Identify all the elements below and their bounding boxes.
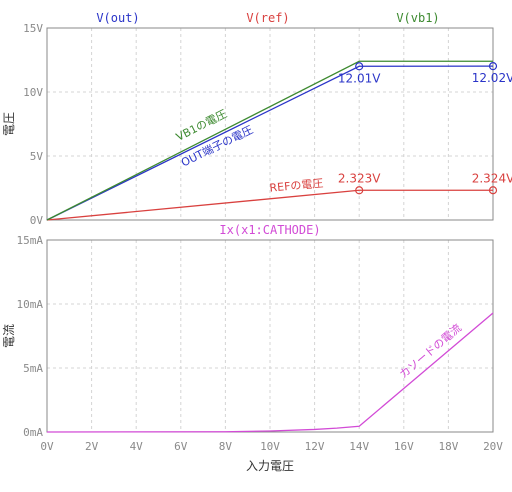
x-tick-label: 20V	[483, 440, 503, 453]
y-tick-label: 0mA	[23, 426, 43, 439]
grid	[46, 239, 494, 433]
series-line-vb1	[46, 60, 493, 221]
series-line-ix	[46, 312, 494, 433]
marker-label: 2.324V	[472, 171, 512, 185]
x-tick-label: 6V	[174, 440, 188, 453]
y-axis-label: 電圧	[2, 112, 16, 136]
marker-label: 2.323V	[338, 171, 381, 185]
series-line-ref	[46, 189, 494, 221]
plot-frame	[46, 27, 494, 221]
legend-ix: Ix(x1:CATHODE)	[219, 223, 320, 237]
y-tick-label: 10mA	[17, 298, 44, 311]
x-tick-label: 12V	[305, 440, 325, 453]
y-tick-label: 5mA	[23, 362, 43, 375]
legend-out: V(out)	[96, 11, 139, 25]
y-axis-label: 電流	[2, 324, 16, 348]
panel-lower: 0mA 5mA 10mA 15mA 電流 Ix(x1:CATHODE) カソードの電流 0V 2…	[2, 223, 503, 473]
marker-ref	[488, 186, 498, 195]
series-line-out	[46, 65, 494, 221]
legend-ref: V(ref)	[246, 11, 289, 25]
x-tick-label: 18V	[438, 440, 458, 453]
x-tick-label: 4V	[130, 440, 144, 453]
y-tick-label: 0V	[30, 214, 44, 227]
y-tick-label: 10V	[23, 86, 43, 99]
marker-out	[355, 62, 364, 71]
plot-frame	[46, 239, 494, 433]
x-axis-label: 入力電圧	[246, 459, 294, 473]
x-tick-label: 0V	[40, 440, 54, 453]
marker-ref	[355, 186, 364, 195]
annotation-ix: カソードの電流	[396, 321, 464, 381]
legend-vb1: V(vb1)	[396, 11, 439, 25]
marker-out	[488, 62, 498, 71]
x-tick-label: 10V	[260, 440, 280, 453]
y-tick-label: 15V	[23, 22, 43, 35]
x-tick-label: 16V	[394, 440, 414, 453]
x-tick-label: 8V	[219, 440, 233, 453]
y-tick-label: 15mA	[17, 234, 44, 247]
marker-label: 12.01V	[338, 71, 381, 85]
y-tick-label: 5V	[30, 150, 44, 163]
x-tick-label: 14V	[349, 440, 369, 453]
annotation-ref: REFの電圧	[269, 177, 324, 195]
x-tick-label: 2V	[85, 440, 99, 453]
marker-label: 12.02V	[472, 71, 512, 85]
